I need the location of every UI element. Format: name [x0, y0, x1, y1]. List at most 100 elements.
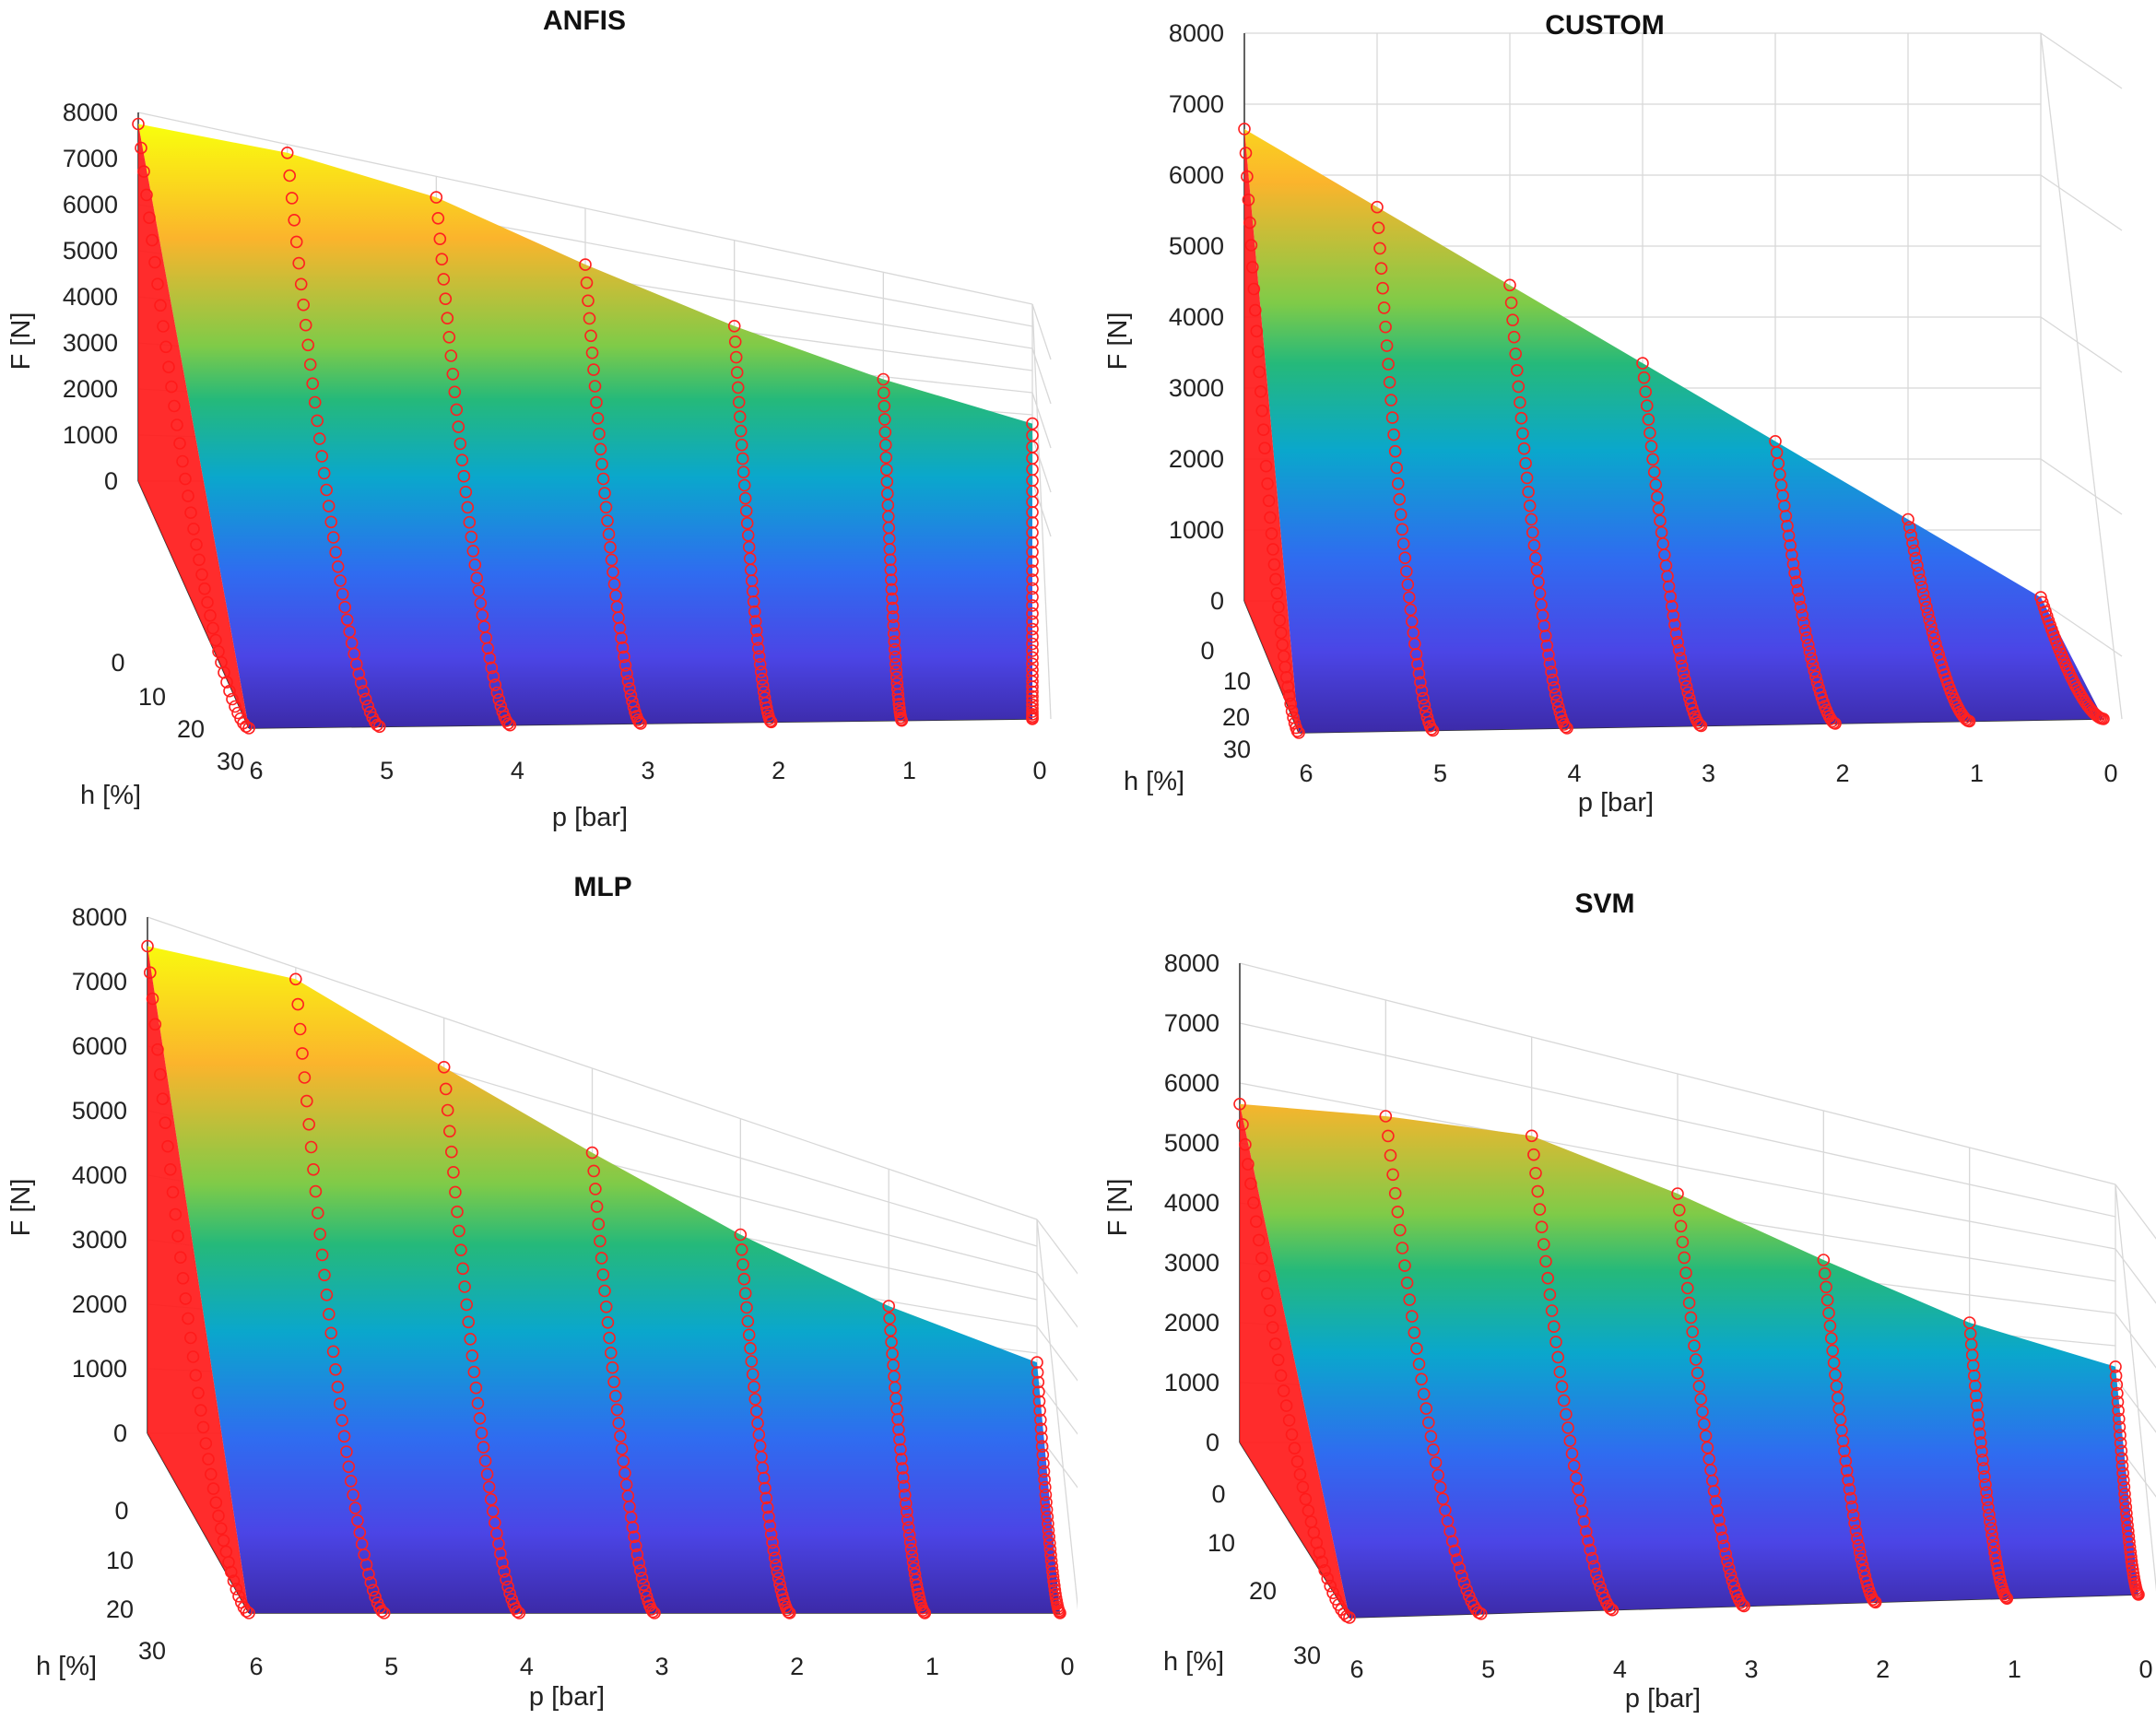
data-point	[635, 1572, 649, 1584]
data-point	[1662, 580, 1676, 594]
data-point	[1026, 622, 1039, 636]
data-point	[1541, 1271, 1555, 1285]
data-point	[615, 631, 628, 645]
data-point	[344, 1474, 358, 1488]
data-point	[2111, 1386, 2124, 1400]
data-point	[1808, 665, 1821, 677]
data-point	[763, 714, 777, 728]
data-point	[2116, 1466, 2129, 1480]
data-point	[1414, 676, 1427, 689]
marker-curve-p4	[1503, 278, 1573, 735]
y-tick: 30	[138, 1637, 166, 1665]
data-point	[1525, 512, 1538, 526]
data-point	[1385, 411, 1399, 424]
data-point	[489, 678, 502, 691]
data-point	[1980, 1486, 1993, 1500]
data-point	[299, 318, 312, 332]
y-axis-label: h [%]	[80, 781, 141, 810]
data-point	[303, 358, 317, 371]
data-point	[1694, 1393, 1708, 1406]
data-point	[889, 657, 902, 671]
data-point	[899, 1497, 913, 1511]
data-point	[2115, 1452, 2128, 1466]
data-point	[1557, 1394, 1571, 1407]
marker-curve-p1	[877, 372, 909, 727]
data-point	[748, 605, 761, 618]
z-axis-label: F [N]	[1103, 1179, 1133, 1237]
data-point	[1425, 723, 1438, 736]
data-point	[893, 1432, 906, 1446]
data-point	[619, 1466, 631, 1480]
data-point	[882, 1300, 896, 1313]
x-tick: 3	[641, 757, 654, 784]
data-point	[315, 1248, 329, 1262]
data-point	[375, 1605, 389, 1618]
data-point	[324, 1326, 338, 1340]
chart-title: MLP	[573, 872, 631, 902]
data-point	[608, 1389, 622, 1403]
data-point	[604, 1346, 618, 1360]
data-point	[1031, 1366, 1044, 1379]
data-point	[1806, 658, 1820, 672]
data-point	[782, 1606, 795, 1619]
data-point	[447, 1165, 460, 1179]
data-point	[754, 665, 768, 678]
data-point	[1639, 385, 1653, 398]
data-point	[1973, 1427, 1986, 1441]
data-point	[296, 1047, 309, 1060]
z-tick: 7000	[72, 968, 127, 995]
data-point	[891, 693, 905, 706]
data-point	[1801, 638, 1815, 652]
data-point	[2110, 1378, 2124, 1392]
data-point	[1715, 1531, 1729, 1545]
data-point	[1393, 1223, 1407, 1237]
data-point	[331, 559, 345, 573]
data-point	[598, 1284, 611, 1298]
data-point	[1692, 1380, 1706, 1393]
data-point	[590, 1200, 604, 1213]
x-tick: 0	[2103, 760, 2117, 787]
data-point	[1682, 1296, 1696, 1310]
data-point	[1035, 1440, 1049, 1454]
data-point	[896, 1462, 909, 1475]
data-point	[1584, 1543, 1597, 1557]
data-point	[1401, 578, 1415, 592]
panel-custom: 0 1000 2000 3000 4000 5000 6000 7000 8000 6 5 4 3 2 1 0…	[1078, 0, 2156, 866]
data-point	[1379, 320, 1392, 334]
data-point	[433, 232, 447, 246]
data-point	[1570, 1471, 1583, 1485]
data-point	[1967, 1369, 1981, 1383]
data-point	[1411, 657, 1424, 671]
data-point	[1403, 1293, 1417, 1306]
data-point	[1829, 717, 1842, 730]
data-point	[2112, 1404, 2125, 1418]
data-point	[294, 277, 308, 291]
data-point	[589, 1183, 602, 1195]
x-tick: 4	[520, 1653, 534, 1680]
force-surface	[1240, 1103, 2138, 1618]
data-point	[1561, 1421, 1574, 1434]
data-point	[1400, 1276, 1414, 1289]
data-point	[1902, 512, 1914, 526]
data-point	[1676, 1235, 1690, 1249]
data-point	[624, 1511, 638, 1524]
data-point	[1040, 1503, 1054, 1516]
data-point	[1652, 502, 1666, 516]
data-point	[736, 1258, 749, 1271]
data-point	[883, 1312, 896, 1325]
data-point	[1377, 301, 1391, 314]
data-point	[498, 1565, 511, 1578]
data-point	[1992, 1566, 2006, 1580]
data-point	[752, 650, 766, 664]
data-point	[1696, 1405, 1709, 1419]
data-point	[877, 372, 890, 386]
data-point	[1545, 1304, 1559, 1317]
data-point	[1644, 426, 1656, 440]
data-point	[770, 1559, 783, 1572]
data-point	[1844, 1491, 1857, 1505]
data-point	[614, 1430, 627, 1442]
data-point	[628, 1530, 641, 1544]
data-point	[1789, 575, 1803, 589]
data-point	[1674, 1219, 1688, 1233]
data-point	[469, 1381, 483, 1395]
